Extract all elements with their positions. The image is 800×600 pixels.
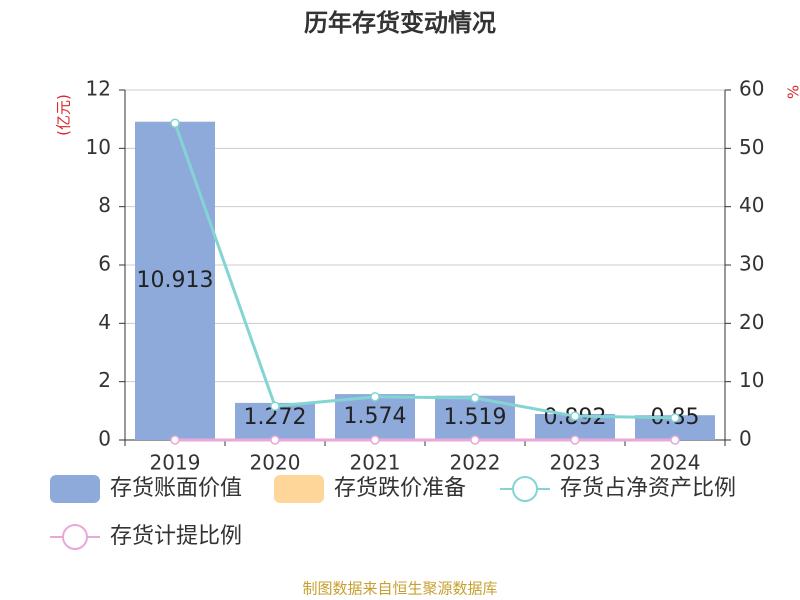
y2-tick-label: 10 — [739, 368, 764, 392]
legend-label: 存货计提比例 — [110, 524, 242, 549]
line-marker — [170, 118, 180, 128]
y2-tick-label: 50 — [739, 135, 764, 159]
y-tick-label: 0 — [98, 427, 111, 451]
data-label: 10.913 — [137, 268, 214, 293]
line-marker — [370, 392, 380, 402]
data-label: 1.574 — [344, 404, 407, 429]
line-marker — [470, 435, 480, 445]
line-marker — [370, 435, 380, 445]
legend-swatch — [62, 524, 88, 550]
source-note: 制图数据来自恒生聚源数据库 — [302, 580, 497, 598]
line-marker — [570, 411, 580, 421]
line-marker — [170, 435, 180, 445]
x-tick-label: 2019 — [150, 451, 201, 475]
x-tick-label: 2020 — [250, 451, 301, 475]
line-marker — [570, 435, 580, 445]
legend-swatch — [274, 475, 324, 503]
x-tick-label: 2022 — [450, 451, 501, 475]
y-tick-label: 4 — [98, 310, 111, 334]
y-tick-label: 8 — [98, 193, 111, 217]
y-tick-label: 6 — [98, 252, 111, 276]
line-marker — [670, 435, 680, 445]
y-tick-label: 10 — [86, 135, 111, 159]
legend-swatch — [50, 475, 100, 503]
y-tick-label: 2 — [98, 368, 111, 392]
y-axis-label: (亿元) — [55, 94, 73, 136]
legend-label: 存货占净资产比例 — [560, 476, 736, 501]
line-marker — [470, 393, 480, 403]
y2-axis-label: % — [785, 85, 800, 99]
x-tick-label: 2023 — [550, 451, 601, 475]
x-tick-label: 2021 — [350, 451, 401, 475]
chart-title: 历年存货变动情况 — [304, 9, 496, 37]
line-marker — [270, 401, 280, 411]
legend-label: 存货跌价准备 — [334, 476, 466, 501]
y2-tick-label: 0 — [739, 427, 752, 451]
y2-tick-label: 60 — [739, 77, 764, 101]
bar — [135, 121, 215, 441]
x-tick-label: 2024 — [650, 451, 701, 475]
bar — [335, 394, 415, 440]
y-tick-label: 12 — [86, 77, 111, 101]
legend-swatch — [512, 476, 538, 502]
data-label: 1.519 — [444, 405, 507, 430]
line-series — [173, 122, 676, 420]
line-marker — [670, 413, 680, 423]
y2-tick-label: 30 — [739, 252, 764, 276]
legend-label: 存货账面价值 — [110, 476, 242, 501]
line-marker — [270, 435, 280, 445]
y2-tick-label: 20 — [739, 310, 764, 334]
y2-tick-label: 40 — [739, 193, 764, 217]
